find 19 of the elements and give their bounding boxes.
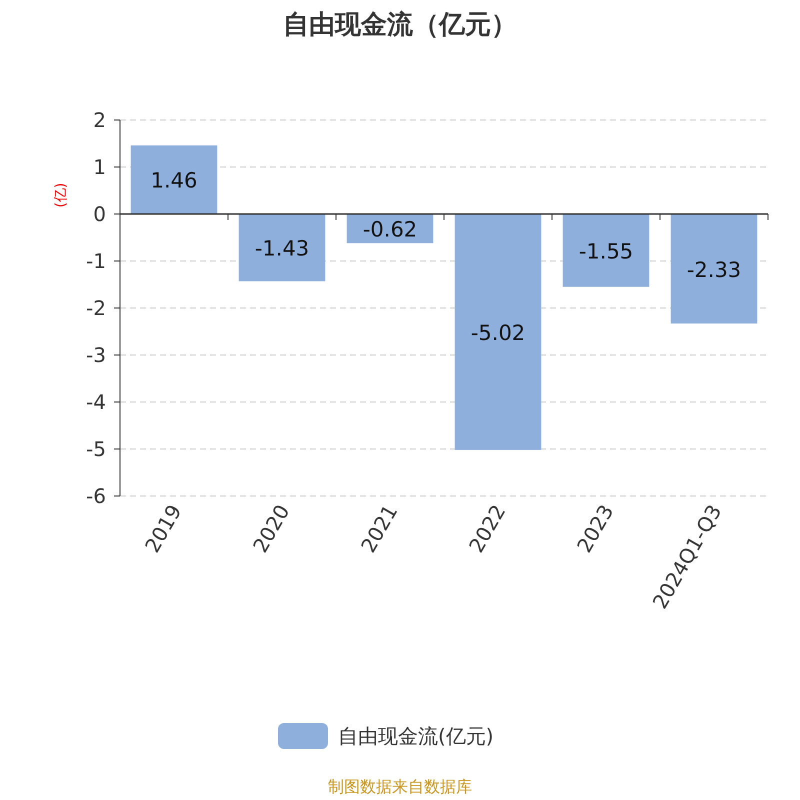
y-tick-label: -4 <box>86 390 106 414</box>
y-tick-label: -3 <box>86 343 106 367</box>
legend-label: 自由现金流(亿元) <box>338 724 494 748</box>
y-axis-title: (亿) <box>53 182 69 208</box>
y-tick-label: -6 <box>86 484 106 508</box>
data-label: -2.33 <box>686 258 742 282</box>
chart-title: 自由现金流（亿元） <box>283 10 517 40</box>
y-tick-label: -2 <box>86 296 106 320</box>
data-label: -5.02 <box>470 320 526 345</box>
y-tick-label: -5 <box>86 437 106 461</box>
text: 制图数据来自数据库 <box>328 777 472 796</box>
y-tick-label: -1 <box>86 249 106 273</box>
data-label: -1.55 <box>578 239 634 264</box>
data-label: 1.46 <box>150 168 198 193</box>
y-tick-label: 0 <box>93 202 106 226</box>
y-tick-label: 2 <box>93 108 106 132</box>
data-label: -1.43 <box>254 236 310 261</box>
y-tick-label: 1 <box>93 155 106 179</box>
data-label: -0.62 <box>362 218 418 242</box>
